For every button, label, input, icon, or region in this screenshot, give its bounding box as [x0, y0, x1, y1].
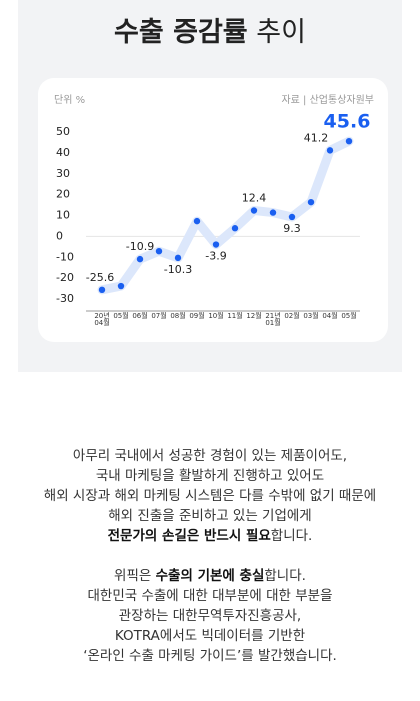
value-label: -10.3 — [164, 263, 192, 276]
title: 수출 증감률 추이 — [114, 17, 306, 48]
body-text: 합니다. — [264, 568, 306, 584]
body-line: 해외 진출을 준비하고 있는 기업에게 — [108, 508, 311, 524]
point — [212, 241, 220, 248]
point — [117, 282, 125, 290]
y-tick-label: 30 — [56, 167, 70, 180]
x-tick-label: 20년 04월 — [94, 311, 109, 327]
body-text: 합니다. — [271, 528, 313, 544]
body-text: 위픽은 — [114, 568, 156, 584]
unit-label: 단위 % — [54, 93, 85, 106]
point — [288, 213, 296, 221]
body-bold: 전문가의 손길은 반드시 필요 — [108, 527, 272, 544]
x-tick-label: 10월 — [208, 311, 223, 320]
body-text: 관장하는 대한무역투자진흥공사, — [119, 608, 301, 624]
body-line: KOTRA에서도 빅데이터를 기반한 — [115, 628, 305, 644]
x-tick-label: 05월 — [341, 311, 356, 320]
body-text: 아무리 국내에서 성공한 경험이 있는 제품이어도, — [73, 448, 347, 464]
x-tick-label: 02월 — [284, 311, 299, 320]
body-line: 아무리 국내에서 성공한 경험이 있는 제품이어도, — [73, 448, 347, 464]
x-tick-part: 01월 — [265, 318, 280, 327]
body-text: 국내 마케팅을 활발하게 진행하고 있어도 — [96, 468, 324, 484]
y-tick-label: 20 — [56, 188, 70, 201]
value-label: 41.2 — [304, 131, 329, 144]
x-tick-label: 08월 — [170, 311, 185, 320]
body-text: KOTRA에서도 빅데이터를 기반한 — [115, 628, 305, 644]
body-line: 해외 시장과 해외 마케팅 시스템은 다를 수밖에 없기 때문에 — [44, 488, 376, 504]
body-text: ‘온라인 수출 마케팅 가이드’를 발간했습니다. — [83, 648, 337, 664]
value-label: -3.9 — [205, 250, 226, 263]
body-text: 해외 진출을 준비하고 있는 기업에게 — [108, 508, 311, 524]
x-tick-label: 07월 — [151, 311, 166, 320]
y-tick-label: -20 — [56, 271, 74, 284]
point — [155, 247, 163, 255]
y-tick-label: -30 — [56, 292, 74, 305]
x-tick-label: 06월 — [132, 311, 147, 320]
body-line: 위픽은 수출의 기본에 충실합니다. — [114, 567, 306, 584]
body-line: 대한민국 수출에 대한 대부분에 대한 부분을 — [87, 588, 332, 604]
x-tick-label: 12월 — [246, 311, 261, 320]
y-tick-label: 0 — [56, 229, 63, 242]
x-tick-label: 03월 — [303, 311, 318, 320]
x-tick-part: 21년 — [265, 311, 280, 320]
x-tick-label: 04월 — [322, 311, 337, 320]
point — [193, 217, 201, 225]
source: 자료 | 산업통상자원부 — [281, 93, 374, 106]
y-tick-label: 40 — [56, 146, 70, 159]
y-tick-label: -10 — [56, 250, 74, 263]
point — [136, 255, 144, 263]
x-tick-label: 05월 — [113, 311, 128, 320]
x-tick-label: 09월 — [189, 311, 204, 320]
value-label: 45.6 — [324, 111, 371, 133]
title-bold: 수출 증감률 — [114, 17, 248, 48]
point — [250, 207, 258, 214]
point — [326, 147, 334, 154]
value-label: 12.4 — [242, 191, 267, 204]
point — [98, 286, 106, 294]
point — [269, 209, 277, 216]
body-line: ‘온라인 수출 마케팅 가이드’를 발간했습니다. — [83, 648, 337, 664]
y-tick-label: 10 — [56, 209, 70, 222]
body-text: 해외 시장과 해외 마케팅 시스템은 다를 수밖에 없기 때문에 — [44, 488, 376, 504]
x-tick-part: 04월 — [94, 318, 109, 327]
point — [231, 225, 239, 232]
body-line: 관장하는 대한무역투자진흥공사, — [119, 608, 301, 624]
line — [97, 136, 354, 295]
body-bold: 수출의 기본에 충실 — [156, 567, 265, 584]
body-line: 국내 마케팅을 활발하게 진행하고 있어도 — [96, 468, 324, 484]
body-line: 전문가의 손길은 반드시 필요합니다. — [108, 527, 313, 544]
body-text: 대한민국 수출에 대한 대부분에 대한 부분을 — [87, 588, 332, 604]
y-tick-label: 50 — [56, 125, 70, 138]
value-label: -10.9 — [126, 240, 154, 253]
point — [345, 137, 353, 145]
point — [307, 198, 315, 206]
value-label: 9.3 — [283, 222, 301, 235]
x-tick-label: 21년 01월 — [265, 311, 280, 327]
x-tick-label: 11월 — [227, 311, 242, 320]
x-tick-part: 20년 — [94, 311, 109, 320]
title-regular: 추이 — [256, 17, 306, 48]
point — [174, 254, 182, 262]
value-label: -25.6 — [86, 271, 114, 284]
